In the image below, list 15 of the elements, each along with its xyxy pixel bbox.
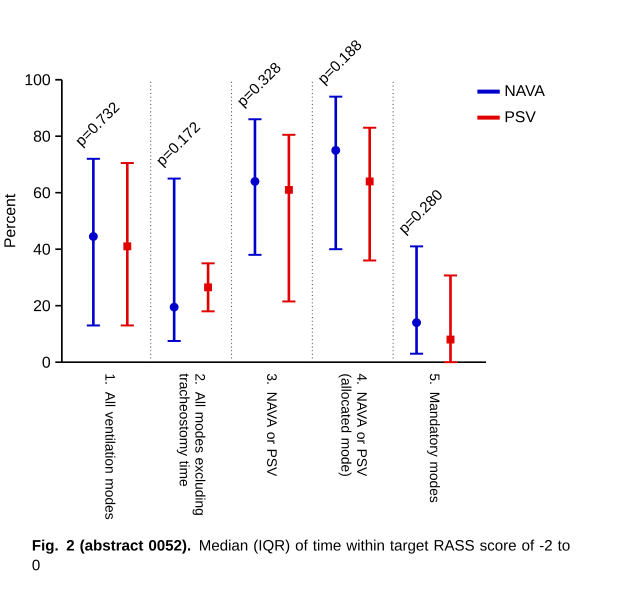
x-tick-label: 5. Mandatory modes	[427, 374, 440, 502]
y-tick-label: 100	[26, 74, 50, 86]
legend-label: NAVA	[506, 85, 545, 96]
x-tick-label: 4. NAVA or PSV (allocated mode)	[338, 374, 367, 476]
x-tick-label: 2. All modes excluding tracheostomy time	[176, 373, 206, 515]
text: Fig. 2 (abstract 0052). Median (IQR) of time within target RASS score of -2 to 0	[32, 539, 570, 570]
legend-label: PSV	[506, 111, 536, 122]
x-tick-label: 1. All ventilation modes	[105, 374, 116, 519]
y-axis-title: Percent	[4, 194, 16, 247]
x-tick-label: 3. NAVA or PSV	[267, 374, 277, 476]
y-tick-label: 60	[34, 186, 50, 198]
y-tick-label: 80	[34, 130, 50, 142]
y-tick-label: 0	[42, 356, 50, 368]
y-tick-label: 40	[34, 243, 50, 255]
y-tick-label: 20	[34, 300, 50, 312]
